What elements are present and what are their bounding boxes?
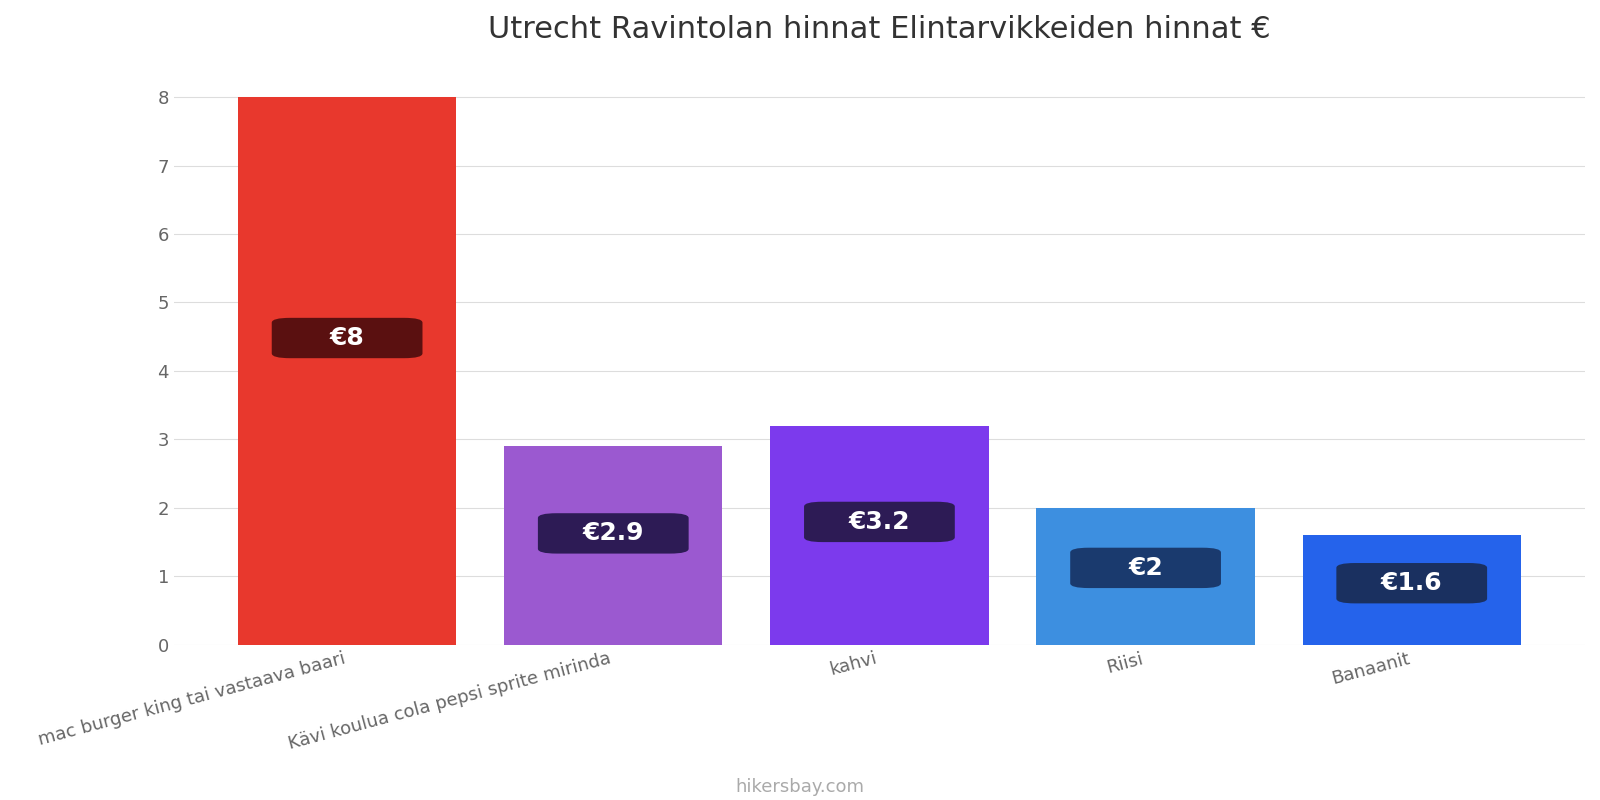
Text: €1.6: €1.6 (1381, 571, 1443, 595)
FancyBboxPatch shape (1070, 548, 1221, 588)
Text: hikersbay.com: hikersbay.com (736, 778, 864, 796)
FancyBboxPatch shape (272, 318, 422, 358)
Bar (238, 98, 456, 645)
Bar (1302, 535, 1522, 645)
FancyBboxPatch shape (1336, 563, 1486, 603)
Bar (770, 426, 989, 645)
Bar (1037, 508, 1254, 645)
FancyBboxPatch shape (805, 502, 955, 542)
Title: Utrecht Ravintolan hinnat Elintarvikkeiden hinnat €: Utrecht Ravintolan hinnat Elintarvikkeid… (488, 15, 1270, 44)
Text: €2.9: €2.9 (582, 522, 645, 546)
Text: €8: €8 (330, 326, 365, 350)
Bar (504, 446, 722, 645)
FancyBboxPatch shape (538, 514, 688, 554)
Text: €2: €2 (1128, 556, 1163, 580)
Text: €3.2: €3.2 (848, 510, 910, 534)
